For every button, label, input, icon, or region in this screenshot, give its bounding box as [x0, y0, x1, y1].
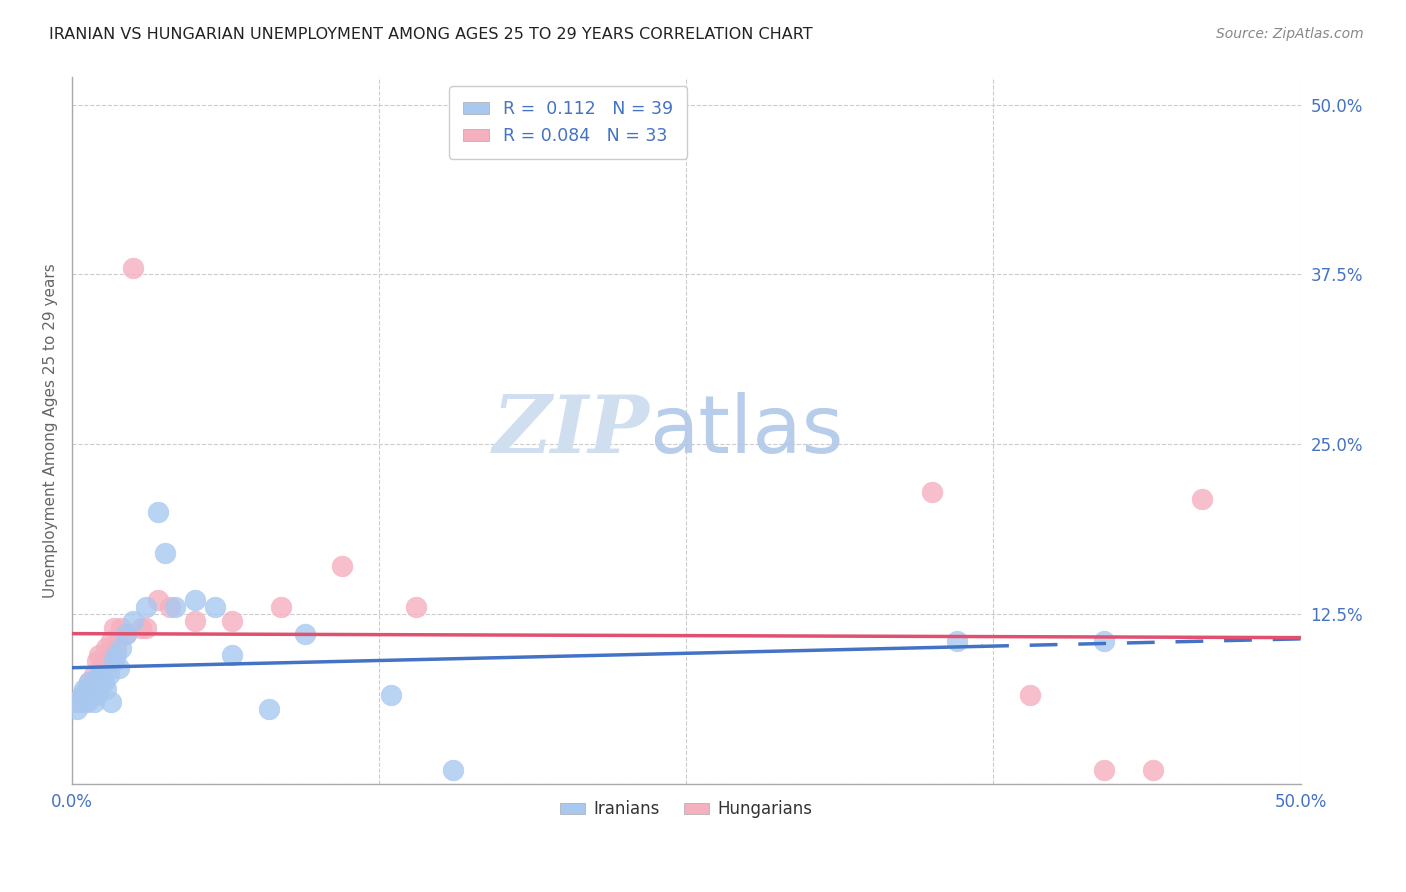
Point: [76, 695, 98, 709]
Point: [330, 559, 353, 574]
Point: [70, 689, 93, 703]
Point: [945, 634, 967, 648]
Text: Source: ZipAtlas.com: Source: ZipAtlas.com: [1216, 27, 1364, 41]
Point: [100, 695, 122, 709]
Point: [80, 674, 103, 689]
Point: [159, 600, 181, 615]
Point: [221, 648, 243, 662]
Point: [73, 695, 96, 709]
Point: [77, 681, 100, 696]
Point: [294, 627, 316, 641]
Point: [1191, 491, 1213, 506]
Point: [1092, 634, 1115, 648]
Point: [146, 593, 169, 607]
Point: [90, 668, 112, 682]
Point: [105, 648, 128, 662]
Point: [67, 695, 90, 709]
Point: [93, 655, 115, 669]
Text: IRANIAN VS HUNGARIAN UNEMPLOYMENT AMONG AGES 25 TO 29 YEARS CORRELATION CHART: IRANIAN VS HUNGARIAN UNEMPLOYMENT AMONG …: [49, 27, 813, 42]
Point: [257, 702, 280, 716]
Point: [87, 668, 110, 682]
Point: [77, 674, 100, 689]
Point: [165, 600, 187, 615]
Point: [80, 681, 103, 696]
Point: [70, 689, 93, 703]
Point: [87, 648, 110, 662]
Point: [921, 484, 943, 499]
Point: [122, 614, 145, 628]
Point: [97, 668, 120, 682]
Point: [184, 593, 207, 607]
Point: [221, 614, 243, 628]
Point: [135, 600, 157, 615]
Point: [115, 627, 138, 641]
Point: [1019, 689, 1042, 703]
Point: [103, 621, 125, 635]
Point: [270, 600, 292, 615]
Point: [441, 763, 464, 777]
Point: [135, 621, 157, 635]
Point: [86, 681, 108, 696]
Point: [97, 648, 120, 662]
Text: atlas: atlas: [650, 392, 844, 469]
Point: [115, 627, 138, 641]
Point: [83, 668, 105, 682]
Point: [107, 661, 129, 675]
Point: [73, 681, 96, 696]
Point: [96, 640, 118, 655]
Point: [184, 614, 207, 628]
Point: [100, 634, 122, 648]
Point: [103, 655, 125, 669]
Point: [93, 674, 115, 689]
Point: [76, 681, 98, 696]
Point: [83, 695, 105, 709]
Point: [110, 621, 132, 635]
Point: [1142, 763, 1164, 777]
Point: [96, 681, 118, 696]
Point: [90, 661, 112, 675]
Point: [405, 600, 427, 615]
Point: [77, 674, 100, 689]
Point: [66, 702, 89, 716]
Point: [155, 546, 177, 560]
Point: [129, 621, 152, 635]
Point: [380, 689, 402, 703]
Point: [110, 640, 132, 655]
Point: [204, 600, 226, 615]
Point: [80, 689, 103, 703]
Point: [66, 695, 89, 709]
Point: [86, 655, 108, 669]
Point: [86, 689, 108, 703]
Text: ZIP: ZIP: [492, 392, 650, 469]
Legend: Iranians, Hungarians: Iranians, Hungarians: [553, 794, 820, 825]
Point: [105, 640, 128, 655]
Point: [1092, 763, 1115, 777]
Y-axis label: Unemployment Among Ages 25 to 29 years: Unemployment Among Ages 25 to 29 years: [44, 263, 58, 598]
Point: [83, 674, 105, 689]
Point: [73, 689, 96, 703]
Point: [146, 505, 169, 519]
Point: [122, 260, 145, 275]
